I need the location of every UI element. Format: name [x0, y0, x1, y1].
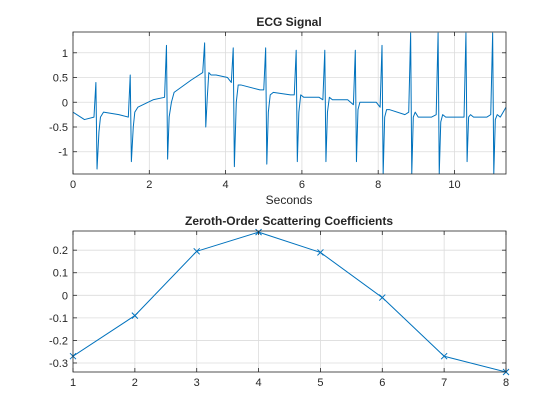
- ecg-y-tick-label: 1: [62, 48, 68, 60]
- scattering-x-tick-label: 7: [441, 377, 447, 389]
- ecg-y-tick-label: 0: [62, 97, 68, 109]
- scattering-coefficients-axes: Zeroth-Order Scattering Coefficients 1 2 3…: [49, 214, 509, 389]
- ecg-y-tick-label: 0.5: [53, 73, 68, 85]
- scattering-x-tick-label: 4: [256, 377, 262, 389]
- ecg-x-tick-label: 6: [299, 179, 305, 191]
- scattering-x-tick-label: 2: [132, 377, 138, 389]
- scattering-x-tick-label: 8: [503, 377, 509, 389]
- ecg-x-axis-label: Seconds: [266, 193, 313, 207]
- ecg-y-tick-label: -0.5: [49, 122, 68, 134]
- scattering-chart-title: Zeroth-Order Scattering Coefficients: [185, 214, 393, 228]
- scattering-y-tick-label: -0.2: [49, 335, 68, 347]
- scattering-y-tick-label: -0.1: [49, 313, 68, 325]
- scattering-y-tick-label: 0: [62, 290, 68, 302]
- ecg-x-tick-label: 2: [146, 179, 152, 191]
- scattering-plot-area: [73, 231, 506, 372]
- scattering-x-tick-label: 1: [70, 377, 76, 389]
- ecg-x-tick-label: 8: [375, 179, 381, 191]
- ecg-x-tick-label: 4: [223, 179, 229, 191]
- scattering-x-tick-label: 6: [379, 377, 385, 389]
- ecg-chart-title: ECG Signal: [256, 15, 321, 29]
- ecg-plot-area: [73, 32, 506, 174]
- scattering-y-tick-label: 0.1: [53, 268, 68, 280]
- ecg-x-tick-label: 10: [448, 179, 460, 191]
- scattering-x-tick-label: 3: [194, 377, 200, 389]
- ecg-x-tick-label: 0: [70, 179, 76, 191]
- ecg-y-tick-label: -1: [58, 147, 68, 159]
- scattering-y-tick-label: -0.3: [49, 358, 68, 370]
- ecg-signal-axes: ECG Signal Seconds 0 2 4 6 8 10 -1 -0.5 0 0.5 1: [49, 15, 506, 207]
- scattering-x-tick-label: 5: [317, 377, 323, 389]
- scattering-y-tick-label: 0.2: [53, 245, 68, 257]
